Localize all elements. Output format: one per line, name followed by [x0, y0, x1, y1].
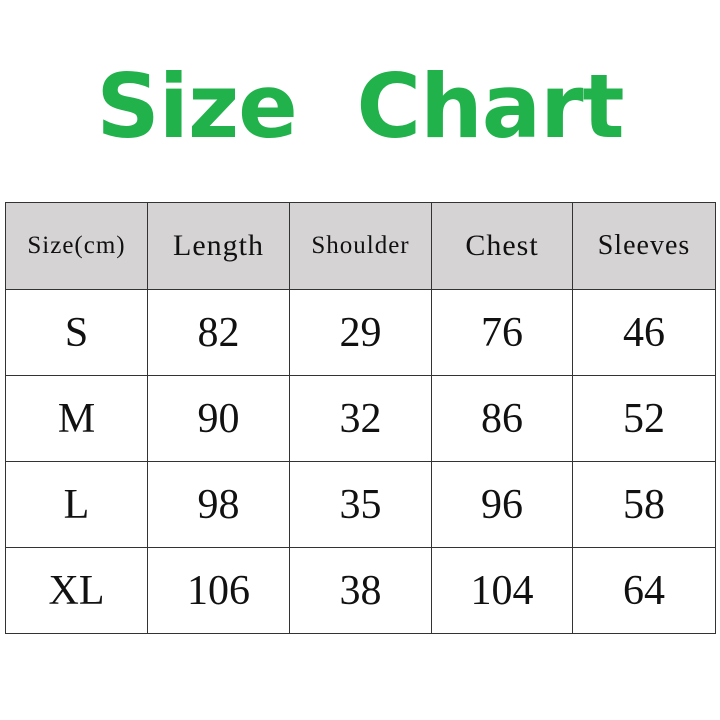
cell-sleeves: 64	[572, 547, 716, 634]
size-table: Size(cm) Length Shoulder Chest Sleeves S…	[5, 202, 716, 634]
cell-size: S	[5, 289, 148, 376]
cell-size: L	[5, 461, 148, 548]
cell-length: 82	[147, 289, 290, 376]
cell-size: M	[5, 375, 148, 462]
header-row: Size(cm) Length Shoulder Chest Sleeves	[5, 202, 716, 290]
header-length: Length	[147, 202, 290, 290]
header-sleeves: Sleeves	[572, 202, 716, 290]
cell-sleeves: 58	[572, 461, 716, 548]
cell-length: 90	[147, 375, 290, 462]
cell-sleeves: 46	[572, 289, 716, 376]
table-row: S 82 29 76 46	[5, 289, 716, 376]
header-size: Size(cm)	[5, 202, 148, 290]
cell-size: XL	[5, 547, 148, 634]
table-row: M 90 32 86 52	[5, 375, 716, 462]
table-row: XL 106 38 104 64	[5, 547, 716, 634]
cell-chest: 76	[431, 289, 573, 376]
cell-chest: 104	[431, 547, 573, 634]
cell-shoulder: 32	[289, 375, 432, 462]
page-title: Size Chart	[96, 55, 624, 158]
cell-sleeves: 52	[572, 375, 716, 462]
header-chest: Chest	[431, 202, 573, 290]
cell-shoulder: 38	[289, 547, 432, 634]
cell-shoulder: 35	[289, 461, 432, 548]
cell-length: 98	[147, 461, 290, 548]
header-shoulder: Shoulder	[289, 202, 432, 290]
cell-chest: 96	[431, 461, 573, 548]
cell-chest: 86	[431, 375, 573, 462]
cell-length: 106	[147, 547, 290, 634]
cell-shoulder: 29	[289, 289, 432, 376]
table-row: L 98 35 96 58	[5, 461, 716, 548]
